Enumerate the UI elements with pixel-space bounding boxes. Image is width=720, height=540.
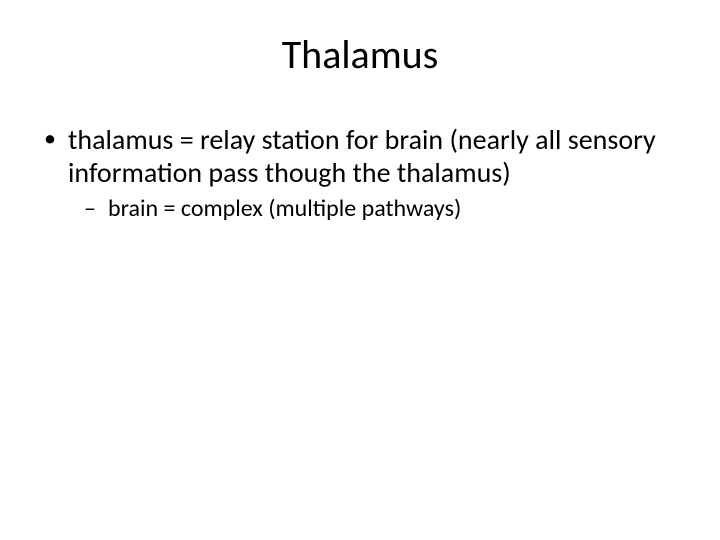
bullet-list: thalamus = relay station for brain (near… xyxy=(40,123,680,224)
bullet-text: thalamus = relay station for brain (near… xyxy=(68,122,656,190)
slide: Thalamus thalamus = relay station for br… xyxy=(0,0,720,540)
sub-bullet-text: brain = complex (multiple pathways) xyxy=(108,194,461,223)
bullet-item: thalamus = relay station for brain (near… xyxy=(40,123,680,224)
sub-bullet-item: brain = complex (multiple pathways) xyxy=(78,195,680,224)
slide-title: Thalamus xyxy=(40,30,680,79)
sub-bullet-list: brain = complex (multiple pathways) xyxy=(68,195,680,224)
